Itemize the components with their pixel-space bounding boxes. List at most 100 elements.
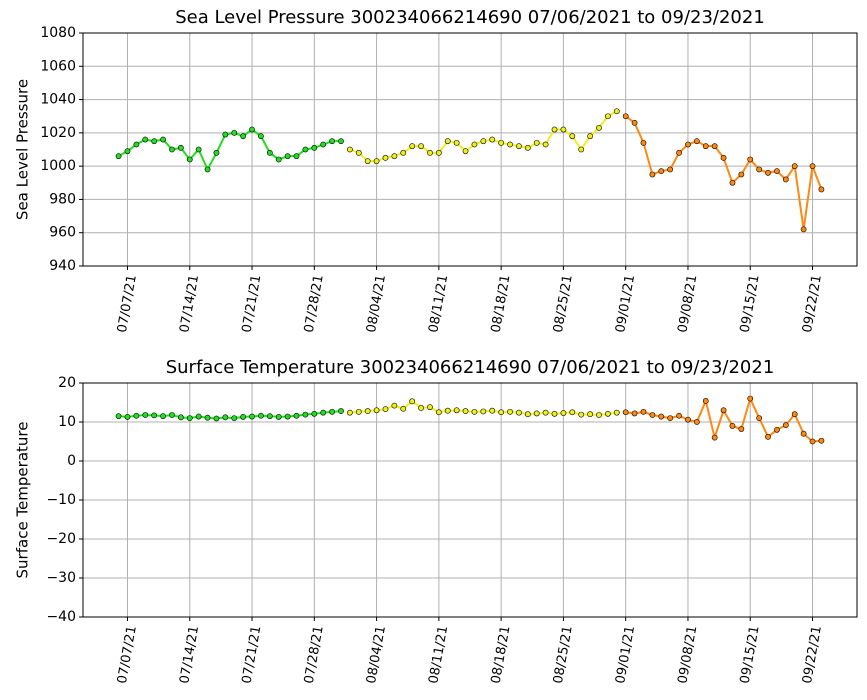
data-point (400, 405, 407, 412)
x-tick-label: 09/15/21 (738, 625, 763, 685)
data-point (329, 138, 336, 145)
data-point (444, 407, 451, 414)
data-point (186, 415, 193, 421)
series (346, 398, 620, 418)
data-point (809, 438, 816, 445)
data-point (258, 133, 264, 140)
x-tick-label: 08/25/21 (551, 274, 576, 334)
data-point (596, 124, 602, 131)
x-tick-label: 07/28/21 (302, 625, 327, 685)
data-point (640, 139, 647, 146)
data-point (551, 126, 558, 133)
data-point (551, 410, 558, 417)
y-tick-label: 1020 (40, 125, 76, 141)
data-point (391, 153, 398, 160)
data-point (115, 153, 122, 160)
data-point (133, 141, 140, 148)
data-point (355, 149, 362, 156)
y-tick-label: 1060 (40, 58, 76, 74)
series (115, 126, 344, 173)
data-point (622, 113, 629, 120)
data-point (355, 408, 362, 415)
data-point (480, 408, 487, 415)
data-point (418, 405, 424, 411)
data-point (622, 409, 629, 416)
data-point (489, 407, 496, 414)
data-point (204, 414, 211, 421)
data-point (195, 146, 202, 153)
data-point (462, 408, 469, 414)
series-line (349, 110, 618, 163)
data-point (542, 409, 549, 416)
data-point (596, 412, 602, 418)
data-point (293, 412, 300, 419)
data-point (613, 409, 620, 416)
y-tick-label: −10 (46, 492, 76, 508)
data-point (346, 409, 353, 416)
data-point (373, 158, 380, 165)
data-point (142, 136, 149, 143)
data-point (284, 413, 291, 420)
x-tick-label: 07/07/21 (115, 625, 140, 685)
chart-title: Sea Level Pressure 300234066214690 07/06… (175, 7, 765, 28)
x-tick-label: 09/01/21 (613, 625, 638, 685)
data-point (471, 141, 478, 148)
y-tick-label: 1080 (40, 25, 76, 41)
data-point (151, 412, 158, 419)
data-point (151, 138, 158, 145)
data-point (578, 146, 585, 153)
data-point (765, 433, 771, 440)
data-point (186, 156, 193, 163)
data-point (542, 141, 549, 148)
data-point (604, 113, 611, 120)
data-point (747, 395, 754, 402)
data-point (462, 148, 469, 155)
data-point (658, 413, 665, 420)
x-tick-label: 07/21/21 (240, 274, 265, 334)
x-tick-label: 08/04/21 (364, 274, 389, 334)
data-point (569, 133, 576, 140)
y-tick-label: −30 (46, 570, 76, 586)
data-point (560, 126, 567, 133)
data-point (311, 410, 318, 417)
data-point (222, 414, 229, 421)
data-point (667, 415, 674, 421)
plot-frame (82, 382, 858, 618)
data-point (489, 136, 496, 143)
data-point (444, 138, 451, 145)
data-point (524, 144, 531, 151)
data-point (169, 146, 175, 153)
y-tick-label: 940 (49, 258, 76, 274)
x-tick-label: 08/25/21 (551, 625, 576, 685)
data-point (729, 422, 736, 429)
data-point (382, 406, 389, 413)
data-point (533, 139, 540, 146)
data-point (177, 144, 184, 151)
data-point (302, 411, 309, 418)
data-point (685, 141, 691, 148)
data-point (560, 410, 567, 416)
data-point (329, 408, 336, 415)
data-point (774, 168, 780, 175)
y-tick-label: 980 (49, 191, 76, 207)
y-axis-label: Surface Temperature (14, 422, 32, 579)
data-point (115, 413, 122, 420)
y-tick-label: −40 (46, 609, 76, 625)
data-point (160, 413, 166, 420)
data-point (409, 398, 416, 405)
data-point (649, 412, 656, 418)
data-point (249, 413, 255, 420)
data-point (631, 410, 638, 417)
x-tick-label: 09/22/21 (800, 625, 825, 685)
x-tick-label: 09/08/21 (675, 625, 700, 685)
data-point (809, 163, 816, 170)
data-point (693, 419, 700, 425)
y-tick-label: 1040 (40, 92, 76, 108)
x-tick-label: 07/14/21 (177, 274, 202, 334)
data-point (711, 434, 718, 441)
data-point (453, 139, 460, 146)
x-tick-label: 08/11/21 (426, 625, 451, 685)
x-tick-label: 09/01/21 (613, 274, 638, 334)
data-point (729, 179, 736, 186)
series (622, 113, 825, 233)
